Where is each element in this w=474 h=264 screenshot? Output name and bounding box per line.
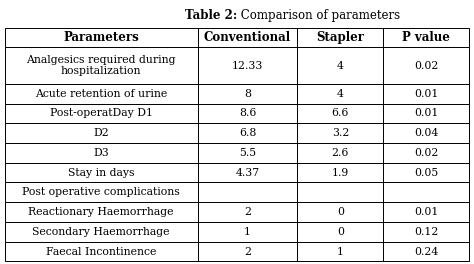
Bar [5, 222, 198, 242]
Bar [5, 143, 198, 163]
Bar [198, 202, 297, 222]
Text: P value: P value [402, 31, 450, 44]
Bar [198, 123, 297, 143]
Text: 4: 4 [337, 61, 344, 71]
Text: Secondary Haemorrhage: Secondary Haemorrhage [32, 227, 170, 237]
Bar [383, 163, 469, 182]
Bar [383, 123, 469, 143]
Bar [297, 202, 383, 222]
Bar [297, 163, 383, 182]
Bar [5, 163, 198, 182]
Text: 2: 2 [244, 207, 251, 217]
Bar [383, 222, 469, 242]
Text: 1: 1 [244, 227, 251, 237]
Text: 4.37: 4.37 [236, 168, 259, 178]
Bar [297, 48, 383, 84]
Bar [297, 84, 383, 104]
Bar [198, 104, 297, 123]
Text: Post-operatDay D1: Post-operatDay D1 [50, 109, 153, 119]
Text: Acute retention of urine: Acute retention of urine [35, 89, 167, 99]
Text: 0.05: 0.05 [414, 168, 438, 178]
Bar [383, 84, 469, 104]
Text: 8.6: 8.6 [239, 109, 256, 119]
Bar [383, 182, 469, 202]
Text: 8: 8 [244, 89, 251, 99]
Text: 6.8: 6.8 [239, 128, 256, 138]
Text: 0.24: 0.24 [414, 247, 438, 257]
Text: 0.01: 0.01 [414, 89, 438, 99]
Bar [198, 48, 297, 84]
Text: D2: D2 [93, 128, 109, 138]
Bar [297, 123, 383, 143]
Bar [383, 104, 469, 123]
Bar [198, 182, 297, 202]
Text: Parameters: Parameters [63, 31, 139, 44]
Text: 0.01: 0.01 [414, 207, 438, 217]
Bar [5, 104, 198, 123]
Bar [198, 163, 297, 182]
Text: 4: 4 [337, 89, 344, 99]
Text: D3: D3 [93, 148, 109, 158]
Text: Stapler: Stapler [316, 31, 365, 44]
Text: 0: 0 [337, 227, 344, 237]
Bar [297, 242, 383, 261]
Bar [297, 182, 383, 202]
Bar [383, 28, 469, 48]
Text: Analgesics required during
hospitalization: Analgesics required during hospitalizati… [27, 55, 176, 77]
Text: 0.02: 0.02 [414, 61, 438, 71]
Text: 2: 2 [244, 247, 251, 257]
Bar [198, 242, 297, 261]
Text: Reactionary Haemorrhage: Reactionary Haemorrhage [28, 207, 174, 217]
Bar [383, 143, 469, 163]
Text: 2.6: 2.6 [332, 148, 349, 158]
Text: Conventional: Conventional [204, 31, 291, 44]
Bar [297, 104, 383, 123]
Bar [297, 143, 383, 163]
Bar [5, 182, 198, 202]
Text: Comparison of parameters: Comparison of parameters [237, 9, 400, 22]
Bar [383, 48, 469, 84]
Bar [198, 28, 297, 48]
Bar [5, 123, 198, 143]
Bar [5, 202, 198, 222]
Bar [198, 222, 297, 242]
Text: Stay in days: Stay in days [68, 168, 134, 178]
Text: 0: 0 [337, 207, 344, 217]
Bar [383, 242, 469, 261]
Text: Table 2:: Table 2: [185, 9, 237, 22]
Text: Faecal Incontinence: Faecal Incontinence [46, 247, 156, 257]
Text: 1.9: 1.9 [332, 168, 349, 178]
Text: 0.04: 0.04 [414, 128, 438, 138]
Bar [5, 84, 198, 104]
Bar [5, 48, 198, 84]
Text: 0.02: 0.02 [414, 148, 438, 158]
Bar [297, 222, 383, 242]
Bar [5, 28, 198, 48]
Text: 5.5: 5.5 [239, 148, 256, 158]
Text: 6.6: 6.6 [332, 109, 349, 119]
Bar [198, 143, 297, 163]
Text: 12.33: 12.33 [232, 61, 263, 71]
Bar [198, 84, 297, 104]
Text: 3.2: 3.2 [332, 128, 349, 138]
Bar [5, 242, 198, 261]
Bar [297, 28, 383, 48]
Text: 1: 1 [337, 247, 344, 257]
Text: Post operative complications: Post operative complications [22, 187, 180, 197]
Text: 0.12: 0.12 [414, 227, 438, 237]
Bar [383, 202, 469, 222]
Text: 0.01: 0.01 [414, 109, 438, 119]
